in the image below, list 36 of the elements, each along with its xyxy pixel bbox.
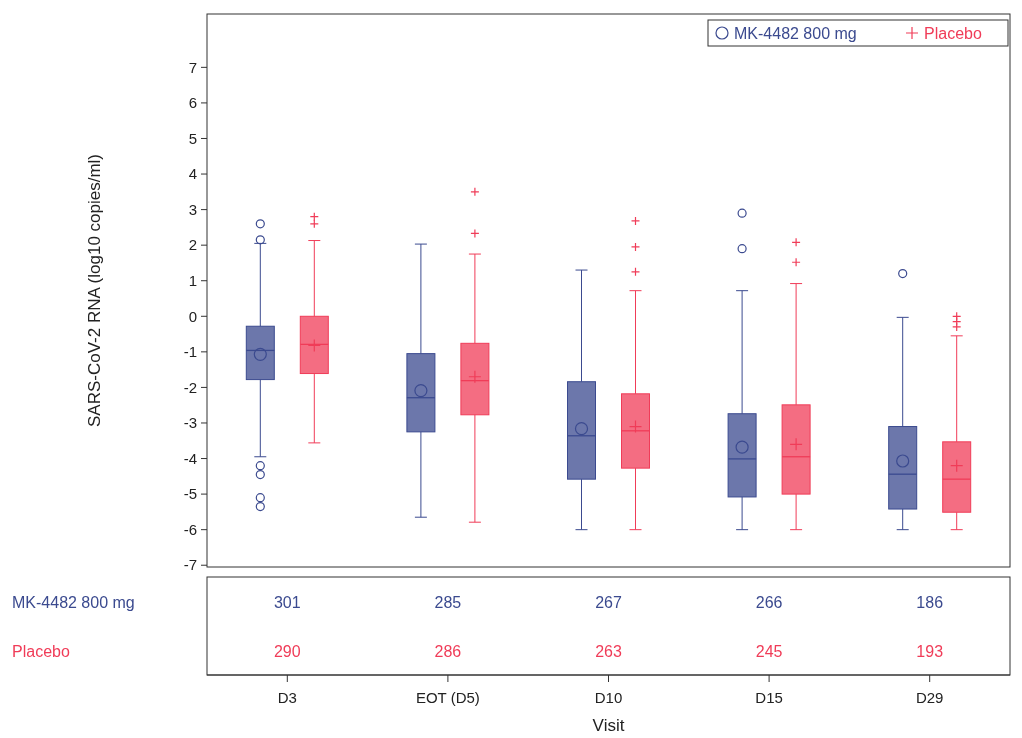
text: 186 bbox=[916, 593, 944, 611]
legend-label: MK-4482 800 mg bbox=[734, 24, 857, 42]
y-tick-label: 2 bbox=[188, 236, 197, 254]
text: 267 bbox=[595, 593, 622, 611]
y-tick-label: -1 bbox=[183, 343, 197, 361]
y-tick-label: 0 bbox=[188, 307, 197, 325]
y-axis-title: SARS-CoV-2 RNA (log10 copies/ml) bbox=[85, 153, 104, 428]
y-tick-label: 7 bbox=[188, 58, 197, 76]
y-tick-label: 3 bbox=[188, 200, 197, 218]
y-tick-label: -6 bbox=[183, 520, 197, 538]
y-tick-label: -2 bbox=[183, 378, 197, 396]
x-tick-label: D15 bbox=[755, 689, 783, 706]
x-tick-label: D3 bbox=[277, 689, 297, 706]
x-tick-label: EOT (D5) bbox=[415, 689, 480, 706]
text: 193 bbox=[916, 642, 944, 660]
y-tick-label: -5 bbox=[183, 485, 197, 503]
text: 285 bbox=[434, 593, 462, 611]
text: MK-4482 800 mg bbox=[12, 593, 135, 611]
x-tick-label: D29 bbox=[915, 689, 944, 706]
text: 266 bbox=[755, 593, 783, 611]
y-tick-label: -4 bbox=[183, 449, 197, 467]
text: 263 bbox=[595, 642, 622, 660]
y-tick-label: -3 bbox=[183, 414, 197, 432]
text: 286 bbox=[434, 642, 462, 660]
y-tick-label: 5 bbox=[188, 129, 197, 147]
y-tick-label: 6 bbox=[188, 94, 197, 112]
text: 245 bbox=[755, 642, 783, 660]
y-tick-label: 1 bbox=[188, 271, 197, 289]
y-tick-label: 4 bbox=[188, 165, 197, 183]
x-axis-title: Visit bbox=[592, 716, 625, 735]
text: 301 bbox=[273, 593, 301, 611]
text: 290 bbox=[273, 642, 301, 660]
text: Placebo bbox=[12, 642, 70, 660]
y-tick-label: -7 bbox=[183, 556, 197, 574]
x-tick-label: D10 bbox=[594, 689, 623, 706]
legend-label: Placebo bbox=[924, 24, 982, 42]
